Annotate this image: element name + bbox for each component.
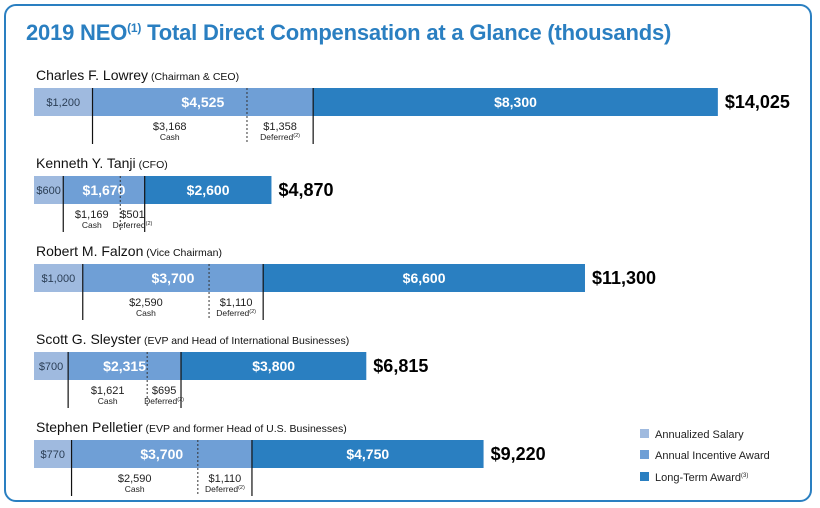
executive-name: Kenneth Y. Tanji (CFO) (36, 155, 168, 171)
salary-value-label: $1,200 (46, 97, 80, 109)
deferred-value-label: $1,110 (220, 297, 253, 309)
executive-name-text: Robert M. Falzon (36, 243, 143, 259)
deferred-value-label: $1,358 (263, 121, 297, 133)
chart-frame (4, 4, 812, 502)
cash-caption: Cash (136, 308, 156, 318)
deferred-footnote-marker: (2) (293, 133, 300, 139)
legend-swatch (640, 472, 649, 481)
executive-name-text: Scott G. Sleyster (36, 331, 141, 347)
deferred-caption-text: Deferred (260, 132, 293, 142)
executive-name-text: Stephen Pelletier (36, 419, 143, 435)
incentive-segment (71, 440, 252, 468)
deferred-value-label: $1,110 (208, 473, 241, 485)
deferred-caption-text: Deferred (205, 484, 238, 494)
cash-caption: Cash (160, 132, 180, 142)
executive-role: (Vice Chairman) (143, 247, 222, 259)
salary-segment (34, 264, 83, 292)
incentive-segment (63, 176, 145, 204)
deferred-caption: Deferred(2) (113, 220, 153, 230)
executive-name: Stephen Pelletier (EVP and former Head o… (36, 419, 347, 435)
salary-value-label: $1,000 (42, 273, 76, 285)
legend-swatch (640, 429, 649, 438)
long-term-segment (263, 264, 585, 292)
salary-segment (34, 176, 64, 204)
deferred-caption: Deferred(2) (260, 132, 300, 142)
salary-value-label: $770 (41, 449, 65, 461)
incentive-segment (68, 352, 182, 380)
legend-label-text: Annualized Salary (655, 429, 744, 441)
deferred-caption: Deferred(2) (144, 396, 184, 406)
legend-label-text: Annual Incentive Award (655, 450, 770, 462)
long-term-value-label: $6,600 (403, 270, 446, 286)
deferred-caption: Deferred(2) (205, 484, 245, 494)
long-term-segment (251, 440, 484, 468)
incentive-value-label: $2,315 (103, 358, 146, 374)
executive-role: (CFO) (136, 159, 168, 171)
cash-value-label: $1,621 (91, 385, 125, 397)
salary-value-label: $700 (39, 361, 63, 373)
executive-name: Robert M. Falzon (Vice Chairman) (36, 243, 222, 259)
executive-role: (EVP and former Head of U.S. Businesses) (143, 423, 347, 435)
deferred-footnote-marker: (2) (238, 485, 245, 491)
cash-value-label: $1,169 (75, 209, 109, 221)
total-value-label: $6,815 (373, 356, 428, 376)
executive-role: (EVP and Head of International Businesse… (141, 335, 349, 347)
total-value-label: $11,300 (592, 268, 656, 288)
incentive-segment (82, 264, 264, 292)
long-term-value-label: $8,300 (494, 94, 537, 110)
legend-label-text: Long-Term Award (655, 472, 741, 484)
total-value-label: $9,220 (491, 444, 546, 464)
long-term-segment (181, 352, 367, 380)
long-term-segment (144, 176, 272, 204)
deferred-footnote-marker: (2) (177, 397, 184, 403)
deferred-footnote-marker: (2) (146, 221, 153, 227)
salary-segment (34, 88, 93, 116)
incentive-value-label: $4,525 (181, 94, 224, 110)
deferred-caption-text: Deferred (113, 220, 146, 230)
legend-label: Long-Term Award(3) (655, 472, 748, 484)
long-term-value-label: $2,600 (187, 182, 230, 198)
cash-caption: Cash (82, 220, 102, 230)
legend-swatch (640, 450, 649, 459)
title-footnote-marker: (1) (127, 21, 142, 35)
executive-role: (Chairman & CEO) (148, 71, 239, 83)
salary-segment (34, 440, 72, 468)
deferred-footnote-marker: (2) (249, 309, 256, 315)
incentive-value-label: $3,700 (140, 446, 183, 462)
incentive-value-label: $1,670 (83, 182, 126, 198)
chart-title: 2019 NEO(1) Total Direct Compensation at… (26, 20, 672, 45)
total-value-label: $14,025 (725, 92, 790, 112)
salary-segment (34, 352, 69, 380)
legend-label: Annualized Salary (655, 429, 744, 441)
deferred-caption: Deferred(2) (216, 308, 256, 318)
incentive-segment (92, 88, 314, 116)
cash-caption: Cash (98, 396, 118, 406)
incentive-value-label: $3,700 (152, 270, 195, 286)
cash-caption: Cash (125, 484, 145, 494)
executive-name: Charles F. Lowrey (Chairman & CEO) (36, 67, 239, 83)
total-value-label: $4,870 (278, 180, 333, 200)
executive-name-text: Charles F. Lowrey (36, 67, 148, 83)
cash-value-label: $2,590 (129, 297, 163, 309)
executive-name-text: Kenneth Y. Tanji (36, 155, 136, 171)
deferred-caption-text: Deferred (144, 396, 177, 406)
legend-label: Annual Incentive Award (655, 450, 770, 462)
salary-value-label: $600 (36, 185, 60, 197)
deferred-value-label: $501 (120, 209, 144, 221)
long-term-value-label: $4,750 (346, 446, 389, 462)
deferred-caption-text: Deferred (216, 308, 249, 318)
legend-footnote-marker: (3) (741, 473, 748, 479)
deferred-value-label: $695 (152, 385, 176, 397)
executive-name: Scott G. Sleyster (EVP and Head of Inter… (36, 331, 349, 347)
cash-value-label: $3,168 (153, 121, 187, 133)
cash-value-label: $2,590 (118, 473, 152, 485)
long-term-value-label: $3,800 (252, 358, 295, 374)
long-term-segment (313, 88, 718, 116)
